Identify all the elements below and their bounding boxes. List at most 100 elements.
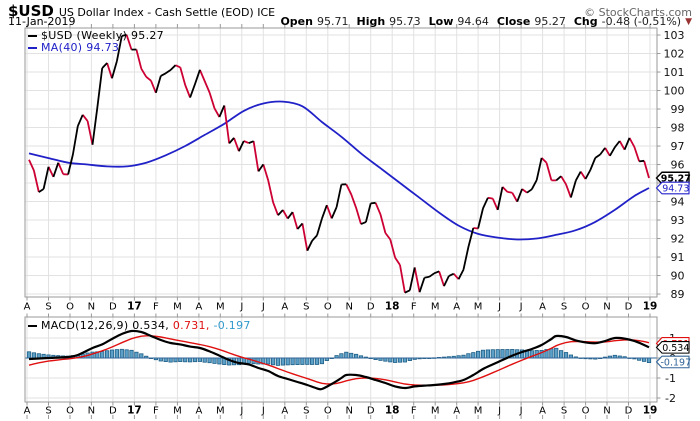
x-axis-labels-macd: A S O N D 17 F M A M J J A S O N D 18 F M A M J J A S O N D 19 — [24, 405, 658, 417]
last-value-box: -0.197 — [660, 358, 691, 369]
chart-date: 11-Jan-2019 — [8, 15, 76, 28]
x-axis-label: S — [45, 302, 51, 313]
x-axis-label: D — [625, 406, 633, 417]
source-credit[interactable]: © StockCharts.com — [584, 6, 692, 19]
x-axis-label: A — [453, 302, 460, 313]
x-axis-label: F — [153, 302, 159, 313]
x-axis-label: A — [539, 406, 546, 417]
x-axis-label: M — [474, 302, 483, 313]
quote-value-high: 95.73 — [389, 15, 421, 28]
x-axis-label: 19 — [643, 301, 658, 313]
x-axis-label: O — [324, 406, 332, 417]
y-axis-label: 92 — [671, 232, 685, 245]
x-axis-label: J — [261, 302, 265, 313]
signal-legend-value: 0.731, — [172, 319, 210, 332]
x-axis-label: S — [303, 302, 309, 313]
x-axis-label: A — [24, 406, 31, 417]
x-axis-label: S — [561, 406, 567, 417]
quote-label-low: Low — [428, 15, 454, 28]
quote-label-chg: Chg — [573, 15, 598, 28]
x-axis-label: S — [45, 406, 51, 417]
x-axis-label: D — [367, 302, 375, 313]
x-axis-label: A — [539, 302, 546, 313]
x-axis-label: M — [216, 302, 225, 313]
x-axis-label: D — [109, 302, 117, 313]
panel-frames — [24, 27, 658, 403]
quote-value-chg: -0.48 (-0.51%) — [601, 15, 682, 28]
quote-label-high: High — [356, 15, 386, 28]
x-axis-label: O — [582, 302, 590, 313]
ma-legend: MA(40) 94.73 — [28, 41, 119, 54]
quote-label-open: Open — [280, 15, 313, 28]
y-axis-label: -2 — [665, 392, 676, 405]
price-legend: $USD (Weekly) 95.27 — [28, 29, 164, 42]
price-line-swatch-icon — [28, 34, 37, 37]
x-axis-label: A — [195, 406, 202, 417]
x-axis-label: F — [411, 302, 417, 313]
x-axis-label: S — [561, 302, 567, 313]
price-legend-value: 95.27 — [130, 29, 164, 42]
ma-legend-label: MA(40) 94.73 — [41, 41, 120, 54]
x-axis-label: N — [88, 302, 95, 313]
x-axis-label: A — [195, 302, 202, 313]
y-axis-label: 90 — [671, 269, 685, 282]
y-axis-label: 96 — [671, 158, 685, 171]
x-axis-label: D — [367, 406, 375, 417]
price-legend-label: $USD (Weekly) — [41, 29, 128, 42]
x-axis-label: N — [345, 406, 352, 417]
x-axis-label: M — [431, 406, 440, 417]
last-value-box: 95.27 — [661, 174, 691, 185]
quote-label-close: Close — [496, 15, 531, 28]
macd-line — [28, 329, 650, 391]
x-axis-label: O — [66, 302, 74, 313]
histogram-legend-value: -0.197 — [213, 319, 251, 332]
y-axis-label: 99 — [671, 103, 685, 116]
macd-legend-label: MACD(12,26,9) — [41, 319, 129, 332]
quote-value-low: 94.64 — [457, 15, 489, 28]
y-axis-labels-main: 1031021011009998979695949392919089 — [664, 29, 685, 301]
x-axis-label: 17 — [127, 301, 142, 313]
x-axis-label: 18 — [385, 301, 400, 313]
chart-title: US Dollar Index - Cash Settle (EOD) ICE — [58, 6, 276, 19]
change-down-triangle-icon: ▼ — [685, 17, 692, 27]
ma-line-swatch-icon — [28, 46, 37, 49]
last-value-box: 0.534 — [662, 343, 689, 354]
x-axis-label: N — [603, 406, 610, 417]
macd-signal-line — [28, 335, 650, 386]
chart-header: $USD US Dollar Index - Cash Settle (EOD)… — [8, 2, 692, 20]
x-axis-label: A — [453, 406, 460, 417]
y-axis-label: 94 — [671, 195, 685, 208]
last-value-box: 94.73 — [662, 184, 689, 195]
y-axis-label: 101 — [664, 66, 685, 79]
x-axis-label: 17 — [127, 405, 142, 417]
x-axis-label: J — [497, 406, 501, 417]
x-axis-label: M — [173, 406, 182, 417]
x-axis-label: A — [24, 302, 31, 313]
y-axis-label: -1 — [665, 372, 676, 385]
quote-value-close: 95.27 — [534, 15, 566, 28]
x-axis-label: D — [109, 406, 117, 417]
x-axis-label: 19 — [643, 405, 658, 417]
x-axis-label: J — [239, 406, 243, 417]
x-axis-label: A — [281, 406, 288, 417]
x-axis-label: O — [324, 302, 332, 313]
x-axis-label: J — [519, 302, 523, 313]
x-axis-label: N — [603, 302, 610, 313]
macd-legend-value: 0.534, — [132, 319, 170, 332]
x-axis-label: J — [497, 302, 501, 313]
x-axis-label: N — [345, 302, 352, 313]
tick-marks — [26, 24, 661, 419]
y-axis-label: 91 — [671, 251, 685, 264]
x-axis-label: A — [281, 302, 288, 313]
x-axis-label: F — [411, 406, 417, 417]
macd-legend: MACD(12,26,9) 0.534, 0.731, -0.197 — [28, 319, 251, 332]
y-axis-label: 93 — [671, 214, 685, 227]
x-axis-label: M — [216, 406, 225, 417]
x-axis-label: F — [153, 406, 159, 417]
x-axis-label: D — [625, 302, 633, 313]
y-axis-label: 89 — [671, 288, 685, 301]
x-axis-label: 18 — [385, 405, 400, 417]
